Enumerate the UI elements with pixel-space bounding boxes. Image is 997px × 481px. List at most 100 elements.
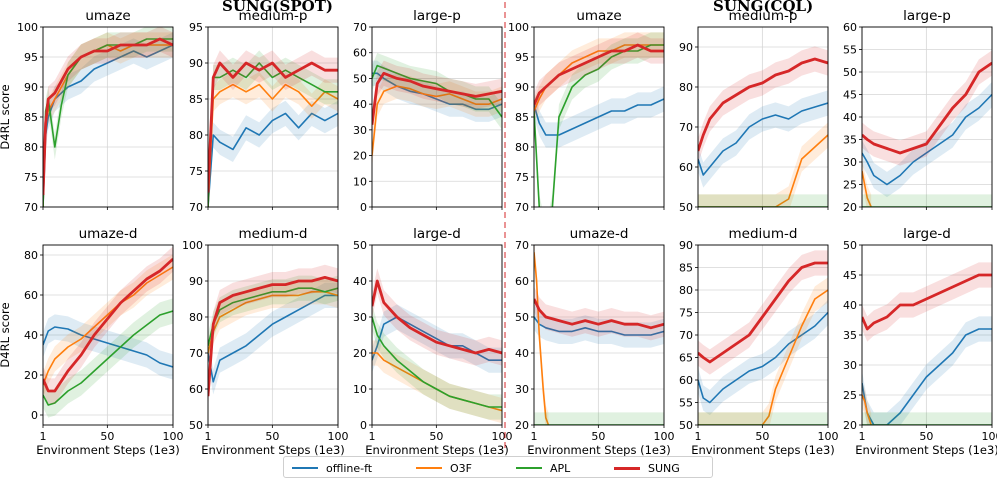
y-tick-label: 50 xyxy=(843,239,857,252)
y-tick-label: 40 xyxy=(843,111,857,124)
series-line-sung xyxy=(372,71,502,125)
panel-12: 20 25 30 35 40 45 50 1 50 100 large-d Environment S… xyxy=(843,226,997,457)
series-line-o3f xyxy=(208,290,338,354)
panel-8-title: medium-d xyxy=(239,226,308,242)
y-tick-label: 20 xyxy=(843,419,857,432)
y-tick-label: 25 xyxy=(843,179,857,192)
series-line-sung xyxy=(698,261,828,364)
panel-3-series-group xyxy=(372,52,502,169)
y-tick-label: 80 xyxy=(679,81,693,94)
y-tick-label: 85 xyxy=(24,111,38,124)
y-tick-label: 70 xyxy=(515,239,529,252)
series-band-apl xyxy=(862,194,992,207)
y-tick-label: 50 xyxy=(843,66,857,79)
y-tick-label: 50 xyxy=(353,72,367,85)
series-line-offline-ft xyxy=(698,102,828,176)
legend-label-apl: APL xyxy=(550,461,571,475)
panel-10-series-group xyxy=(534,245,664,425)
y-tick-label: 0 xyxy=(360,201,367,214)
series-line-o3f xyxy=(862,170,872,207)
y-tick-label: 40 xyxy=(24,329,38,342)
series-line-o3f xyxy=(534,252,550,425)
panel-6: 20 25 30 35 40 45 50 55 60 large-p xyxy=(843,8,993,214)
panel-2-series-group xyxy=(208,50,338,207)
x-tick-label: 1 xyxy=(531,430,538,443)
y-tick-label: 90 xyxy=(24,81,38,94)
series-line-offline-ft xyxy=(43,326,173,368)
legend-swatch-apl xyxy=(516,467,542,469)
legend-label-offline-ft: offline-ft xyxy=(326,461,373,475)
panel-4-series-group xyxy=(534,32,664,207)
legend-item-apl: APL xyxy=(516,460,570,476)
series-band-offline-ft xyxy=(208,282,338,395)
series-line-o3f xyxy=(698,289,828,425)
series-band-sung xyxy=(698,46,828,164)
series-band-o3f xyxy=(208,72,338,207)
series-line-sung xyxy=(208,61,338,193)
series-line-offline-ft xyxy=(208,294,338,383)
panel-12-series-group xyxy=(862,262,992,425)
series-line-o3f xyxy=(862,394,872,425)
x-tick-label: 100 xyxy=(328,430,349,443)
series-band-offline-ft xyxy=(43,32,173,207)
series-band-apl xyxy=(43,27,173,207)
panel-8-xlabel: Environment Steps (1e3) xyxy=(201,443,345,457)
x-tick-label: 1 xyxy=(695,430,702,443)
y-tick-label: 60 xyxy=(515,275,529,288)
legend-item-offline-ft: offline-ft xyxy=(292,460,372,476)
series-line-sung xyxy=(372,279,502,355)
panel-7-xlabel: Environment Steps (1e3) xyxy=(36,443,180,457)
x-tick-label: 100 xyxy=(818,430,839,443)
series-line-sung xyxy=(43,257,173,393)
x-tick-label: 50 xyxy=(429,430,443,443)
series-line-apl xyxy=(208,287,338,346)
series-band-apl xyxy=(208,50,338,207)
series-band-apl xyxy=(372,52,502,130)
group-title-spot: SUNG(SPOT) xyxy=(222,0,333,15)
y-tick-label: 20 xyxy=(353,150,367,163)
panel-10-frame xyxy=(533,244,665,426)
series-line-offline-ft xyxy=(534,98,664,136)
y-tick-label: 70 xyxy=(353,21,367,34)
series-band-apl xyxy=(698,194,828,207)
legend-swatch-offline-ft xyxy=(292,467,318,469)
panel-3-frame xyxy=(371,26,503,208)
panel-11-title: medium-d xyxy=(729,226,798,242)
y-tick-label: 55 xyxy=(843,44,857,57)
panel-7: 0 20 40 60 80 1 50 100 umaze-d Environment Steps … xyxy=(0,226,184,457)
y-tick-label: 45 xyxy=(843,89,857,102)
series-band-sung xyxy=(372,268,502,366)
panel-3-title: large-p xyxy=(413,8,461,24)
legend-label-sung: SUNG xyxy=(648,461,680,475)
series-band-apl xyxy=(372,304,502,420)
y-tick-label: 10 xyxy=(353,383,367,396)
panel-4-title: umaze xyxy=(576,8,621,24)
y-tick-label: 90 xyxy=(189,57,203,70)
y-tick-label: 0 xyxy=(360,419,367,432)
series-line-apl xyxy=(534,44,664,207)
series-band-apl xyxy=(208,275,338,359)
series-band-o3f xyxy=(862,382,872,425)
x-tick-label: 1 xyxy=(369,430,376,443)
series-band-apl xyxy=(698,412,828,425)
y-tick-label: 20 xyxy=(353,347,367,360)
panel-1-ylabel: D4RL score xyxy=(0,84,12,149)
series-line-o3f xyxy=(698,134,828,207)
series-band-o3f xyxy=(698,277,828,425)
series-band-sung xyxy=(43,27,173,207)
x-tick-label: 100 xyxy=(654,430,675,443)
series-line-o3f xyxy=(372,85,502,156)
y-tick-label: 95 xyxy=(515,51,529,64)
panel-11-xlabel: Environment Steps (1e3) xyxy=(691,443,835,457)
panel-5-title: medium-p xyxy=(729,8,798,24)
series-line-apl xyxy=(372,316,502,408)
series-band-o3f xyxy=(534,32,664,124)
series-band-offline-ft xyxy=(208,100,338,207)
series-band-offline-ft xyxy=(698,299,828,416)
y-tick-label: 50 xyxy=(353,239,367,252)
y-tick-label: 100 xyxy=(508,21,529,34)
panel-9-series-group xyxy=(372,268,502,424)
legend-item-o3f: O3F xyxy=(416,460,472,476)
